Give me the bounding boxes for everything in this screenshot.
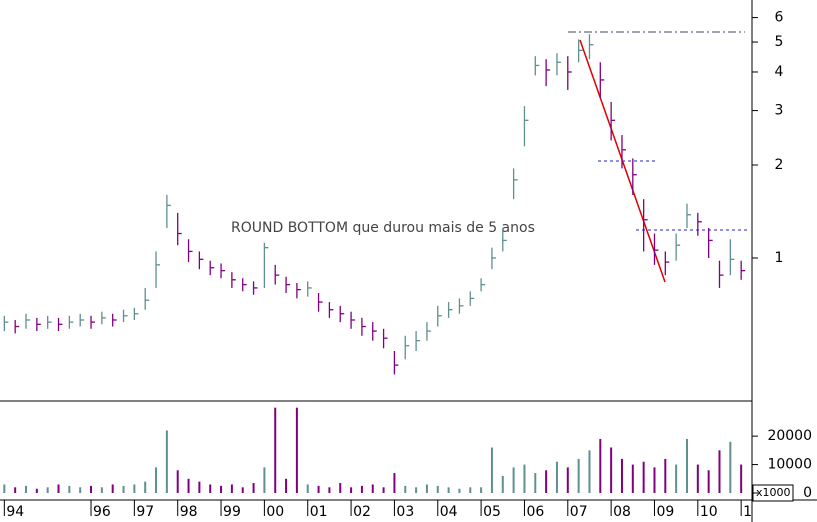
x-tick-label: 98 — [180, 504, 198, 520]
volume-bar — [393, 473, 396, 493]
volume-bar — [555, 461, 558, 493]
volume-unit: x1000 — [756, 486, 791, 499]
x-tick-label: 94 — [6, 504, 24, 520]
volume-bar — [165, 430, 168, 493]
volume-bar — [718, 450, 721, 493]
volume-bar — [14, 487, 17, 493]
x-tick-label: 10 — [700, 504, 718, 520]
volume-bar — [90, 485, 93, 493]
x-tick-label: 07 — [570, 504, 588, 520]
volume-bar — [588, 450, 591, 493]
volume-bar — [480, 487, 483, 493]
volume-bar — [100, 487, 103, 493]
x-tick-label: 01 — [310, 504, 328, 520]
volume-bar — [328, 487, 331, 493]
x-tick-label: 99 — [223, 504, 241, 520]
volume-bar — [415, 487, 418, 493]
x-tick-label: 03 — [396, 504, 414, 520]
volume-bar — [317, 485, 320, 493]
volume-bar — [350, 487, 353, 493]
volume-bar — [241, 487, 244, 493]
volume-bar — [111, 484, 114, 493]
volume-bar — [566, 467, 569, 493]
volume-bar — [512, 467, 515, 493]
x-tick-label: 00 — [266, 504, 284, 520]
volume-bar — [252, 483, 255, 493]
y-tick-label: 3 — [775, 103, 784, 119]
volume-bar — [490, 447, 493, 493]
volume-bar — [295, 407, 298, 493]
volume-bar — [447, 487, 450, 493]
volume-bar — [523, 464, 526, 493]
volume-bar — [360, 485, 363, 493]
x-tick-label: 09 — [656, 504, 674, 520]
volume-bar — [274, 407, 277, 493]
y-tick-label: 6 — [775, 10, 784, 26]
volume-bar — [501, 475, 504, 493]
volume-bar — [642, 461, 645, 493]
volume-bar — [198, 481, 201, 493]
volume-bar — [68, 485, 71, 493]
volume-bar — [675, 464, 678, 493]
volume-bar — [458, 488, 461, 493]
volume-bar — [740, 464, 743, 493]
y-tick-label: 2 — [775, 157, 784, 173]
volume-bar — [620, 458, 623, 493]
volume-bar — [685, 438, 688, 493]
volume-bar — [155, 467, 158, 493]
volume-bar — [631, 464, 634, 493]
volume-bar — [263, 467, 266, 493]
annotation: ROUND BOTTOM que durou mais de 5 anos — [231, 220, 535, 236]
y-tick-label: 1 — [775, 250, 784, 266]
volume-bar — [35, 488, 38, 493]
volume-bar — [653, 467, 656, 493]
x-tick-label: 02 — [353, 504, 371, 520]
volume-bar — [707, 470, 710, 493]
volume-bar — [371, 484, 374, 493]
volume-bar — [729, 441, 732, 493]
volume-bar — [664, 458, 667, 493]
volume-bar — [209, 484, 212, 493]
y-tick-label: 5 — [775, 34, 784, 50]
volume-bar — [382, 487, 385, 493]
x-tick-label: 05 — [483, 504, 501, 520]
volume-bar — [79, 487, 82, 493]
volume-bar — [534, 473, 537, 493]
volume-bar — [545, 470, 548, 493]
volume-bar — [230, 484, 233, 493]
x-tick-label: 96 — [93, 504, 111, 520]
volume-bar — [25, 485, 28, 493]
volume-bar — [122, 485, 125, 493]
volume-bar — [144, 481, 147, 493]
x-tick-label: 06 — [526, 504, 544, 520]
volume-bar — [339, 483, 342, 493]
x-tick-label: 97 — [136, 504, 154, 520]
y2-tick-label: 0 — [803, 485, 812, 501]
volume-bar — [133, 484, 136, 493]
volume-bar — [46, 487, 49, 493]
volume-bar — [696, 464, 699, 493]
volume-bar — [404, 485, 407, 493]
volume-bar — [577, 458, 580, 493]
volume-bar — [599, 438, 602, 493]
x-tick-label: 1 — [743, 504, 752, 520]
volume-bar — [610, 447, 613, 493]
volume-bar — [306, 484, 309, 493]
x-tick-label: 08 — [613, 504, 631, 520]
volume-bar — [425, 484, 428, 493]
x-tick-label: 04 — [440, 504, 458, 520]
volume-bar — [3, 484, 6, 493]
volume-bar — [436, 485, 439, 493]
volume-bar — [176, 470, 179, 493]
y2-tick-label: 20000 — [767, 428, 812, 444]
volume-bar — [187, 478, 190, 493]
volume-bar — [469, 487, 472, 493]
volume-bar — [285, 478, 288, 493]
y-tick-label: 4 — [775, 64, 784, 80]
y2-tick-label: 10000 — [767, 457, 812, 473]
volume-bar — [220, 485, 223, 493]
volume-bar — [57, 484, 60, 493]
